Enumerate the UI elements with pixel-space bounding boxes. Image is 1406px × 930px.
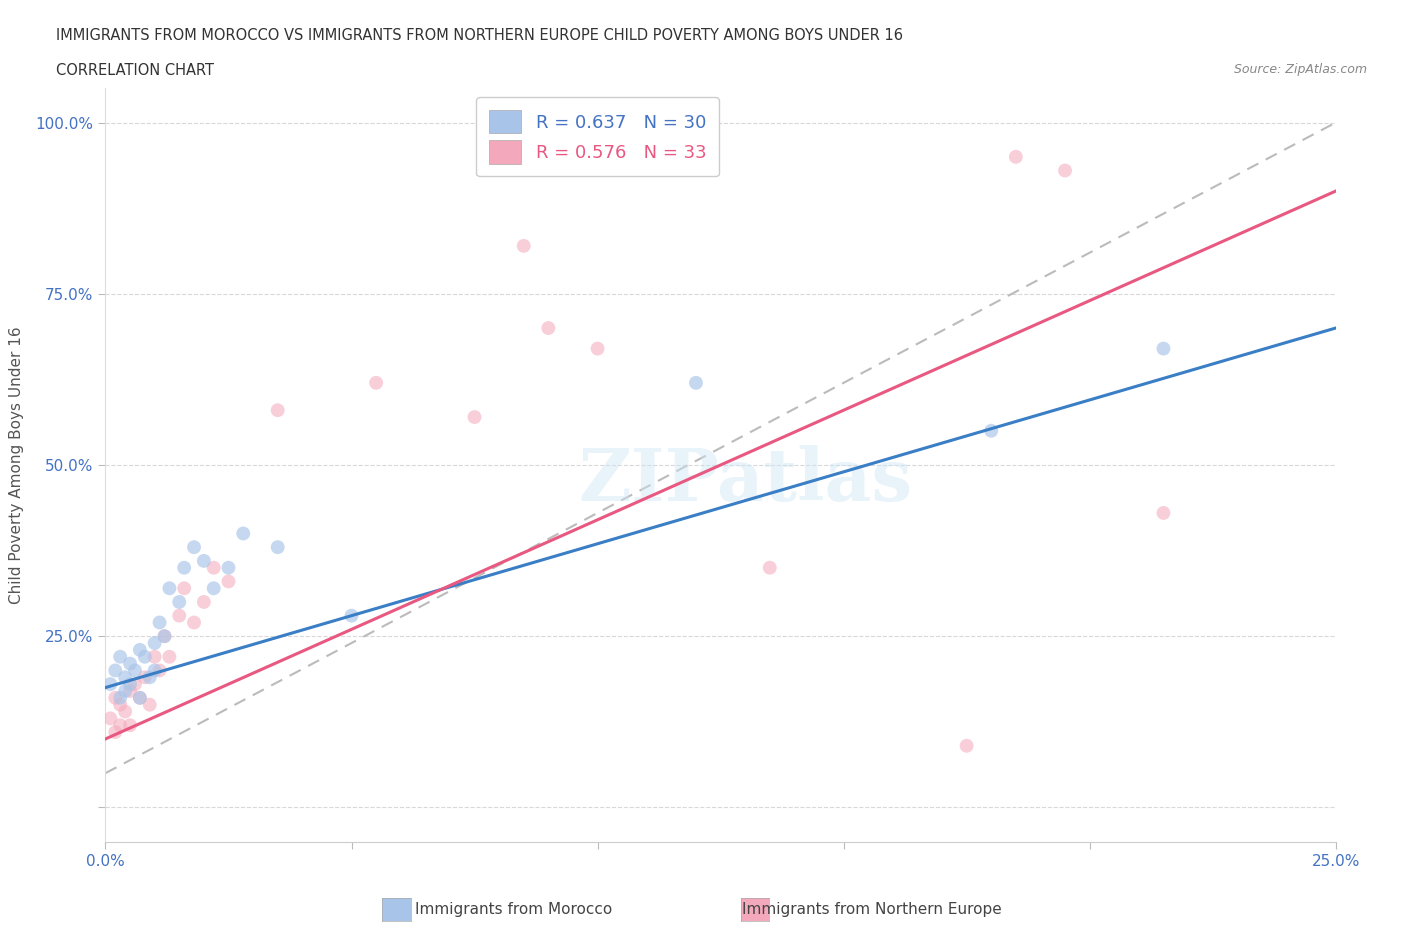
Point: [124, 663, 146, 678]
Point: [366, 376, 388, 391]
Point: [193, 594, 215, 609]
Point: [120, 718, 141, 733]
Point: [149, 663, 172, 678]
Point: [586, 341, 609, 356]
Text: CORRELATION CHART: CORRELATION CHART: [56, 63, 214, 78]
Point: [173, 560, 195, 575]
Point: [1004, 150, 1026, 165]
Point: [129, 690, 152, 705]
Point: [759, 560, 782, 575]
Point: [159, 649, 180, 664]
Point: [104, 663, 127, 678]
Text: IMMIGRANTS FROM MOROCCO VS IMMIGRANTS FROM NORTHERN EUROPE CHILD POVERTY AMONG B: IMMIGRANTS FROM MOROCCO VS IMMIGRANTS FR…: [56, 28, 903, 43]
Point: [153, 629, 176, 644]
Point: [143, 635, 166, 650]
Point: [120, 677, 141, 692]
Point: [120, 657, 141, 671]
Point: [193, 553, 215, 568]
Point: [110, 718, 132, 733]
Point: [980, 423, 1002, 438]
Point: [124, 677, 146, 692]
Point: [110, 649, 132, 664]
Point: [218, 560, 240, 575]
Point: [169, 608, 191, 623]
Point: [98, 677, 122, 692]
Legend: R = 0.637   N = 30, R = 0.576   N = 33: R = 0.637 N = 30, R = 0.576 N = 33: [477, 98, 718, 177]
Point: [129, 643, 152, 658]
Text: Immigrants from Morocco: Immigrants from Morocco: [415, 902, 612, 917]
Point: [169, 594, 191, 609]
Point: [114, 684, 136, 698]
Point: [143, 663, 166, 678]
Point: [153, 629, 176, 644]
Point: [173, 581, 195, 596]
Point: [183, 539, 205, 554]
Point: [114, 704, 136, 719]
Point: [1153, 506, 1175, 521]
Point: [537, 321, 560, 336]
Point: [218, 574, 240, 589]
Point: [267, 539, 290, 554]
Point: [138, 670, 162, 684]
Point: [464, 409, 486, 424]
Point: [120, 684, 141, 698]
Point: [1054, 163, 1077, 178]
Point: [114, 670, 136, 684]
Point: [134, 670, 156, 684]
Point: [138, 698, 162, 712]
Point: [267, 403, 290, 418]
Point: [159, 581, 180, 596]
Point: [104, 690, 127, 705]
Point: [104, 724, 127, 739]
Y-axis label: Child Poverty Among Boys Under 16: Child Poverty Among Boys Under 16: [8, 326, 24, 604]
Text: ZIPatlas: ZIPatlas: [578, 445, 912, 515]
Point: [110, 698, 132, 712]
Point: [202, 581, 225, 596]
Point: [143, 649, 166, 664]
Point: [149, 615, 172, 630]
Point: [1153, 341, 1175, 356]
Point: [110, 690, 132, 705]
Point: [98, 711, 122, 725]
Point: [232, 526, 254, 541]
Point: [129, 690, 152, 705]
Point: [183, 615, 205, 630]
Point: [956, 738, 979, 753]
Point: [340, 608, 363, 623]
Text: Immigrants from Northern Europe: Immigrants from Northern Europe: [742, 902, 1001, 917]
Text: Source: ZipAtlas.com: Source: ZipAtlas.com: [1233, 63, 1367, 76]
Point: [685, 376, 707, 391]
Point: [134, 649, 156, 664]
Point: [202, 560, 225, 575]
Point: [513, 238, 536, 253]
